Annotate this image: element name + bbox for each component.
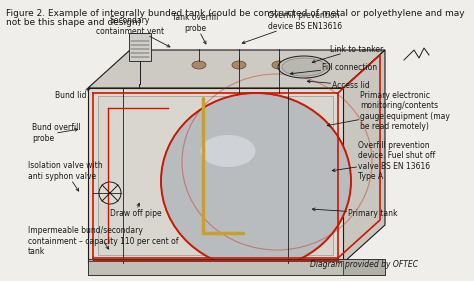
- Text: Overfill prevention
device BS EN13616: Overfill prevention device BS EN13616: [242, 11, 342, 44]
- Text: Fill connection: Fill connection: [290, 62, 377, 75]
- Text: Figure 2. Example of integrally bunded tank (could be constructed of metal or po: Figure 2. Example of integrally bunded t…: [6, 9, 465, 18]
- Text: Draw off pipe: Draw off pipe: [110, 203, 162, 217]
- Text: Diagram provided by OFTEC: Diagram provided by OFTEC: [310, 260, 418, 269]
- Text: not be this shape and design): not be this shape and design): [6, 18, 141, 27]
- Circle shape: [99, 182, 121, 204]
- Bar: [129, 33, 151, 61]
- Text: Bund lid: Bund lid: [55, 88, 90, 99]
- Text: Impermeable bund/secondary
containment – capacity 110 per cent of
tank: Impermeable bund/secondary containment –…: [28, 226, 179, 256]
- Text: Link to tanker: Link to tanker: [312, 44, 383, 63]
- Bar: [88, 259, 385, 275]
- Text: Tank overfill
probe: Tank overfill probe: [172, 13, 218, 44]
- Text: Primary tank: Primary tank: [312, 208, 398, 217]
- Ellipse shape: [278, 56, 330, 78]
- Ellipse shape: [232, 61, 246, 69]
- Ellipse shape: [282, 58, 326, 76]
- Bar: [88, 261, 343, 275]
- Polygon shape: [343, 50, 385, 263]
- Text: Overfill prevention
device. Fuel shut off
valve BS EN 13616
Type A: Overfill prevention device. Fuel shut of…: [332, 141, 435, 181]
- Ellipse shape: [192, 61, 206, 69]
- Polygon shape: [88, 50, 385, 88]
- Bar: [88, 88, 343, 263]
- Text: Access lid: Access lid: [307, 80, 370, 90]
- Ellipse shape: [272, 61, 286, 69]
- Text: Isolation valve with
anti syphon valve: Isolation valve with anti syphon valve: [28, 161, 103, 191]
- Text: Secondary
containment vent: Secondary containment vent: [96, 16, 170, 47]
- Ellipse shape: [201, 135, 255, 167]
- Text: Bund overfill
probe: Bund overfill probe: [32, 123, 81, 143]
- Text: Primary electronic
monitoring/contents
gauge equipment (may
be read remotely): Primary electronic monitoring/contents g…: [327, 91, 450, 131]
- Bar: [98, 96, 333, 255]
- Ellipse shape: [161, 93, 351, 269]
